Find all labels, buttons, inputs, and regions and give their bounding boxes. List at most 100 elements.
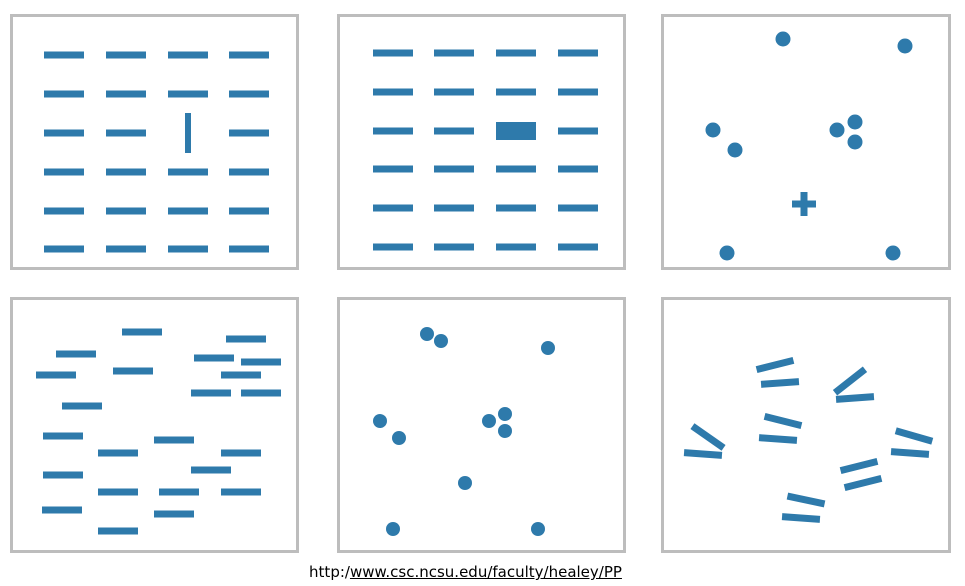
bar bbox=[229, 129, 269, 137]
bar bbox=[434, 243, 474, 251]
dot bbox=[541, 341, 555, 355]
bar bbox=[168, 168, 208, 176]
bar bbox=[106, 129, 146, 137]
dot bbox=[847, 134, 863, 150]
bar bbox=[558, 88, 598, 96]
bar bbox=[241, 358, 281, 366]
bar bbox=[496, 88, 536, 96]
dot bbox=[386, 522, 400, 536]
dot bbox=[498, 407, 512, 421]
bar bbox=[496, 165, 536, 173]
bar bbox=[154, 510, 194, 518]
bar bbox=[168, 90, 208, 98]
bar bbox=[106, 207, 146, 215]
bar bbox=[229, 90, 269, 98]
dot bbox=[458, 476, 472, 490]
bar bbox=[229, 51, 269, 59]
bar bbox=[434, 88, 474, 96]
target-bar bbox=[185, 113, 191, 153]
bar bbox=[434, 49, 474, 57]
bar bbox=[760, 378, 800, 388]
bar bbox=[43, 432, 83, 440]
bar bbox=[154, 436, 194, 444]
dot bbox=[482, 414, 496, 428]
bar bbox=[373, 204, 413, 212]
bar bbox=[36, 371, 76, 379]
bar bbox=[44, 129, 84, 137]
bar bbox=[106, 245, 146, 253]
bar bbox=[159, 488, 199, 496]
bar bbox=[191, 466, 231, 474]
bar bbox=[373, 49, 413, 57]
bar bbox=[191, 389, 231, 397]
dot bbox=[727, 142, 743, 158]
bar bbox=[835, 393, 875, 403]
bar bbox=[558, 165, 598, 173]
bar bbox=[98, 449, 138, 457]
bar bbox=[496, 49, 536, 57]
bar bbox=[373, 127, 413, 135]
panel-bar-pairs bbox=[661, 297, 951, 553]
bar bbox=[44, 168, 84, 176]
bar bbox=[558, 127, 598, 135]
bar bbox=[221, 488, 261, 496]
bar bbox=[42, 506, 82, 514]
bar bbox=[241, 389, 281, 397]
source-caption: http:/www.csc.ncsu.edu/faculty/healey/PP bbox=[0, 563, 931, 581]
bar bbox=[558, 204, 598, 212]
bar bbox=[373, 88, 413, 96]
dot bbox=[373, 414, 387, 428]
bar bbox=[106, 90, 146, 98]
bar bbox=[558, 243, 598, 251]
bar bbox=[894, 427, 934, 445]
dot bbox=[897, 38, 913, 54]
bar bbox=[755, 357, 795, 373]
dot bbox=[705, 122, 721, 138]
bar bbox=[44, 245, 84, 253]
dot bbox=[420, 327, 434, 341]
bar bbox=[229, 207, 269, 215]
panel-scattered-bars-canvas bbox=[36, 328, 281, 535]
bar bbox=[168, 245, 208, 253]
dot bbox=[775, 31, 791, 47]
bar bbox=[786, 492, 826, 508]
source-link[interactable]: www.csc.ncsu.edu/faculty/healey/PP bbox=[349, 563, 622, 581]
bar bbox=[194, 354, 234, 362]
panel-bar-pairs-canvas bbox=[683, 357, 934, 523]
dot bbox=[531, 522, 545, 536]
dot bbox=[392, 431, 406, 445]
panel-size bbox=[337, 14, 626, 270]
caption-prefix: http:/ bbox=[309, 563, 350, 581]
bar bbox=[373, 243, 413, 251]
panel-shape bbox=[661, 14, 951, 270]
dot bbox=[498, 424, 512, 438]
bar bbox=[890, 448, 930, 458]
bar bbox=[690, 423, 726, 451]
bar bbox=[168, 207, 208, 215]
bar bbox=[434, 204, 474, 212]
bar bbox=[839, 458, 879, 474]
bar bbox=[62, 402, 102, 410]
bar bbox=[106, 51, 146, 59]
bar bbox=[373, 165, 413, 173]
bar bbox=[229, 168, 269, 176]
bar bbox=[106, 168, 146, 176]
bar bbox=[434, 165, 474, 173]
bar bbox=[221, 449, 261, 457]
bar bbox=[781, 513, 821, 523]
bar bbox=[98, 488, 138, 496]
bar bbox=[229, 245, 269, 253]
bar bbox=[221, 371, 261, 379]
bar bbox=[496, 243, 536, 251]
bar bbox=[843, 475, 883, 491]
bar bbox=[44, 51, 84, 59]
bar bbox=[43, 471, 83, 479]
dot bbox=[847, 114, 863, 130]
bar bbox=[763, 413, 803, 429]
bar bbox=[226, 335, 266, 343]
bar bbox=[44, 207, 84, 215]
bar bbox=[832, 366, 868, 396]
bar bbox=[44, 90, 84, 98]
panel-scattered-bars bbox=[10, 297, 299, 553]
bar bbox=[758, 434, 798, 444]
